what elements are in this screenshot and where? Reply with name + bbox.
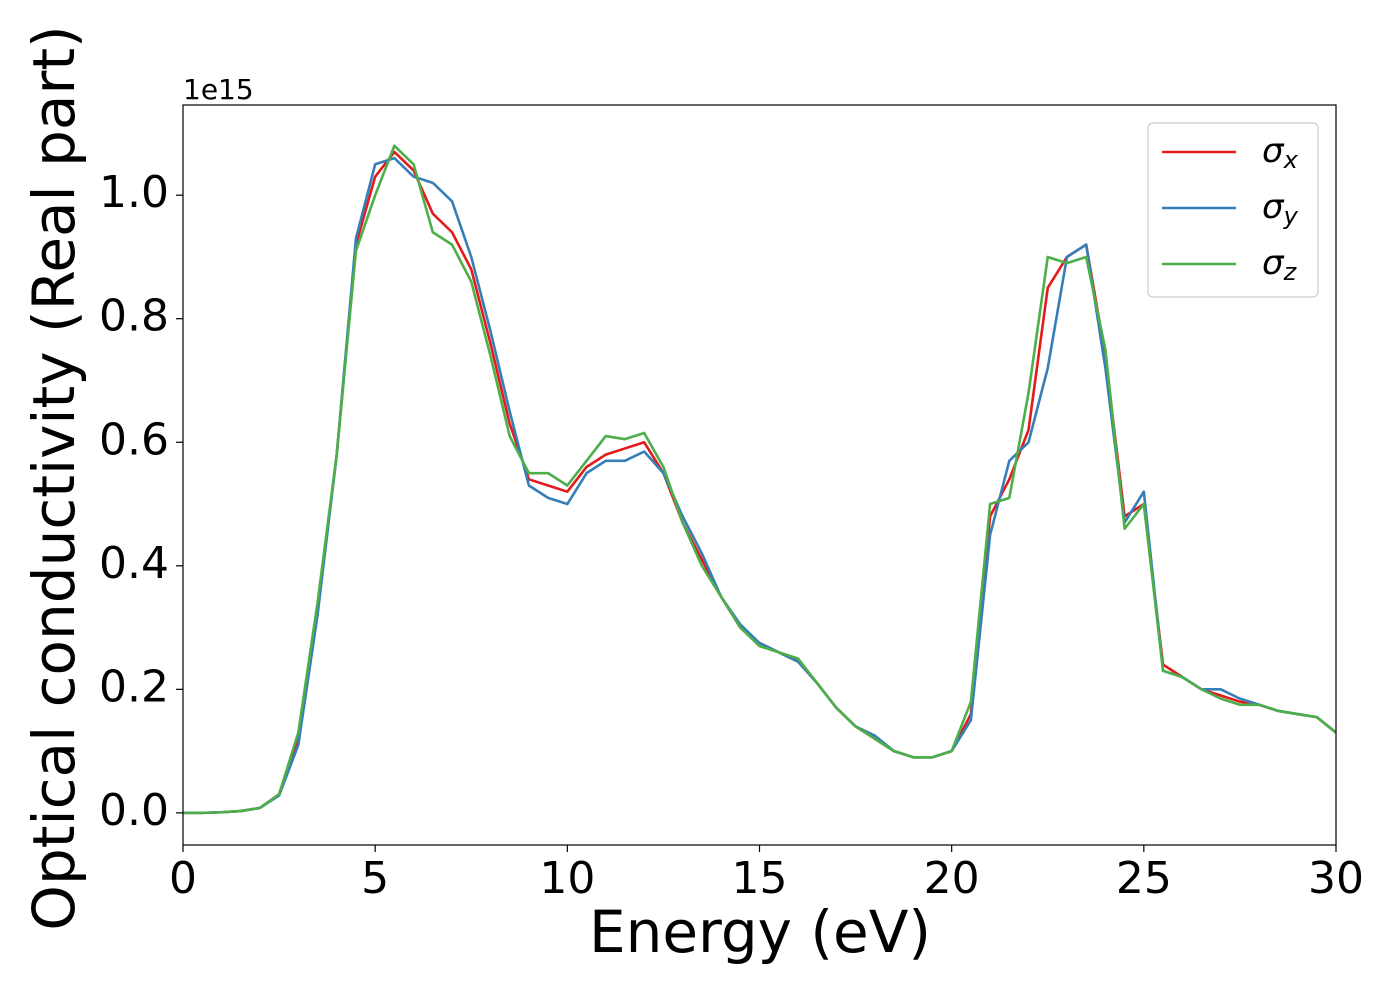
y-tick-label: 1.0 <box>99 167 169 218</box>
y-tick-label: 0.0 <box>99 785 169 836</box>
y-axis-label: Optical conductivity (Real part) <box>20 25 88 930</box>
y-tick-label: 0.4 <box>99 538 169 589</box>
x-tick-label: 25 <box>1116 853 1172 904</box>
series-line <box>183 144 1336 815</box>
legend-label: σx <box>1262 131 1299 175</box>
x-tick-label: 10 <box>539 853 595 904</box>
plot-frame <box>182 104 1337 846</box>
legend-label: σz <box>1262 243 1298 287</box>
y-tick-label: 0.2 <box>99 661 169 712</box>
legend-box <box>1147 122 1319 298</box>
legend-label: σy <box>1262 187 1299 231</box>
y-tick-label: 0.8 <box>99 291 169 342</box>
x-axis-label: Energy (eV) <box>589 898 931 966</box>
x-tick-label: 5 <box>361 853 389 904</box>
x-tick-label: 15 <box>732 853 788 904</box>
y-offset-label: 1e15 <box>183 73 254 106</box>
y-tick-label: 0.6 <box>99 414 169 465</box>
x-tick-label: 20 <box>924 853 980 904</box>
x-tick-label: 0 <box>169 853 197 904</box>
x-tick-label: 30 <box>1308 853 1364 904</box>
series-line <box>183 156 1336 815</box>
